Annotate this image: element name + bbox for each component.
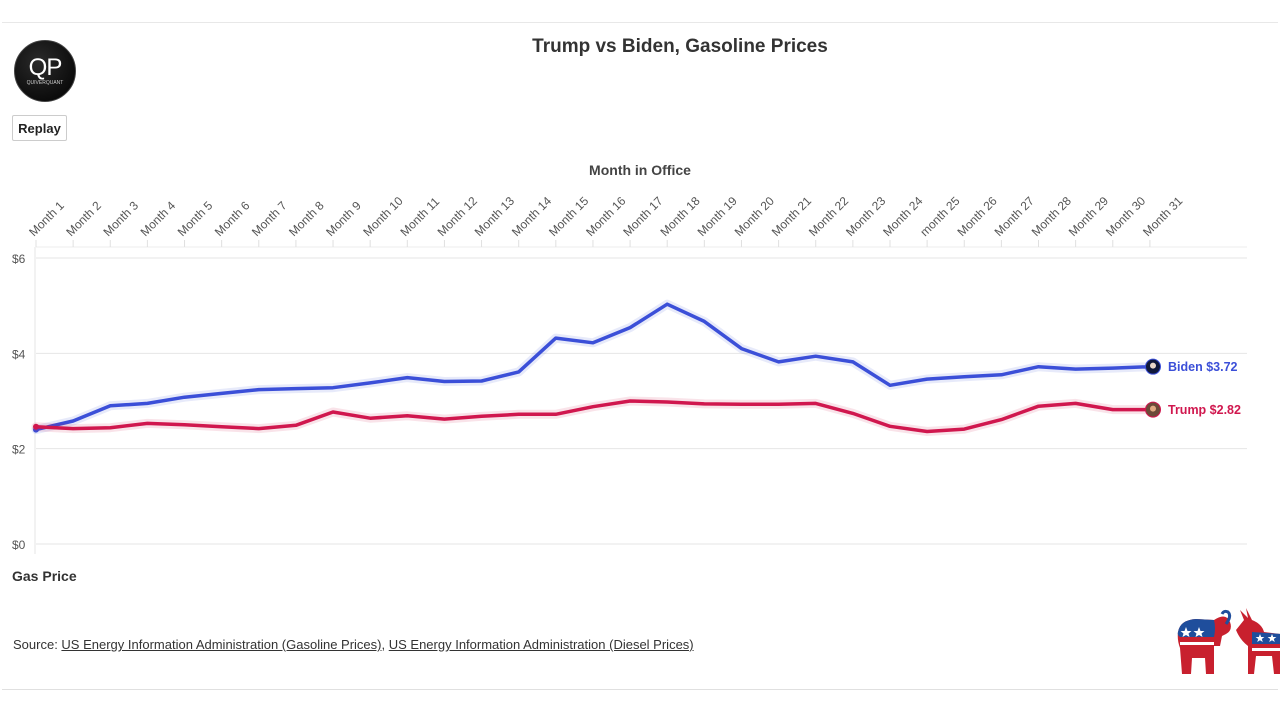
x-tick-label: Month 28 xyxy=(1029,194,1075,240)
x-tick-label: Month 17 xyxy=(620,194,666,240)
y-axis-title: Gas Price xyxy=(12,568,77,584)
x-tick-label: Month 16 xyxy=(583,194,629,240)
trump-end-label: Trump $2.82 xyxy=(1168,403,1241,417)
source-note: Source: US Energy Information Administra… xyxy=(13,637,694,652)
x-tick-label: Month 8 xyxy=(286,198,327,239)
x-tick-label: Month 23 xyxy=(843,194,889,240)
x-axis-title: Month in Office xyxy=(589,162,691,178)
x-tick-label: Month 5 xyxy=(175,198,216,239)
x-tick-label: Month 9 xyxy=(323,198,364,239)
end-labels: Biden $3.72 Trump $2.82 xyxy=(1145,358,1241,418)
x-tick-label: Month 29 xyxy=(1066,194,1112,240)
logo-subtext: QUIVERQUANT xyxy=(26,80,64,86)
elephant-icon xyxy=(1177,609,1232,674)
source-prefix: Source: xyxy=(13,637,62,652)
x-tick-label: Month 15 xyxy=(546,194,592,240)
replay-button[interactable]: Replay xyxy=(12,115,67,141)
trump-start-point xyxy=(33,423,39,430)
y-tick-label: $2 xyxy=(12,443,26,457)
x-tick-label: Month 6 xyxy=(212,198,253,239)
x-tick-label: Month 1 xyxy=(26,198,67,239)
biden-portrait-face xyxy=(1150,362,1156,369)
x-tick-label: Month 24 xyxy=(880,194,926,240)
source-separator: , xyxy=(381,637,389,652)
x-tick-label: Month 4 xyxy=(138,198,179,239)
x-tick-label: Month 21 xyxy=(769,194,815,240)
y-tick-label: $0 xyxy=(12,538,26,552)
gridlines xyxy=(34,246,1247,554)
quiverquant-logo: QP QUIVERQUANT xyxy=(14,40,76,102)
series-lines xyxy=(31,299,1155,436)
biden-end-label: Biden $3.72 xyxy=(1168,360,1238,374)
x-tick-label: Month 30 xyxy=(1103,194,1149,240)
x-tick-label: Month 11 xyxy=(398,194,443,239)
donkey-icon xyxy=(1236,608,1280,674)
x-tick-label: Month 18 xyxy=(657,194,703,240)
y-axis-ticks: $0 $2 $4 $6 xyxy=(12,252,26,552)
source-link-gasoline[interactable]: US Energy Information Administration (Ga… xyxy=(61,637,382,652)
source-link-diesel[interactable]: US Energy Information Administration (Di… xyxy=(388,637,694,652)
x-tick-label: Month 3 xyxy=(100,198,141,239)
chart-title: Trump vs Biden, Gasoline Prices xyxy=(532,36,828,57)
logo-monogram: QP xyxy=(28,54,63,81)
x-tick-label: Month 19 xyxy=(695,194,741,240)
chart-frame xyxy=(2,22,1278,690)
x-tick-label: Month 20 xyxy=(732,194,778,240)
x-tick-label: Month 12 xyxy=(435,194,481,240)
trump-portrait-face xyxy=(1150,405,1156,412)
y-tick-label: $6 xyxy=(12,252,26,266)
x-tick-label: Month 13 xyxy=(472,194,518,240)
trump-series-line xyxy=(34,399,1152,434)
x-tick-label: Month 31 xyxy=(1140,194,1186,240)
y-tick-label: $4 xyxy=(12,347,26,361)
x-tick-label: month 25 xyxy=(917,194,963,240)
x-tick-label: Month 22 xyxy=(806,194,852,240)
x-tick-label: Month 2 xyxy=(63,198,104,239)
biden-series-line xyxy=(34,302,1152,432)
x-tick-label: Month 7 xyxy=(249,198,290,239)
x-tick-label: Month 10 xyxy=(360,194,406,240)
x-tick-label: Month 14 xyxy=(509,194,555,240)
x-tick-label: Month 27 xyxy=(992,194,1038,240)
x-tick-label: Month 26 xyxy=(954,194,1000,240)
